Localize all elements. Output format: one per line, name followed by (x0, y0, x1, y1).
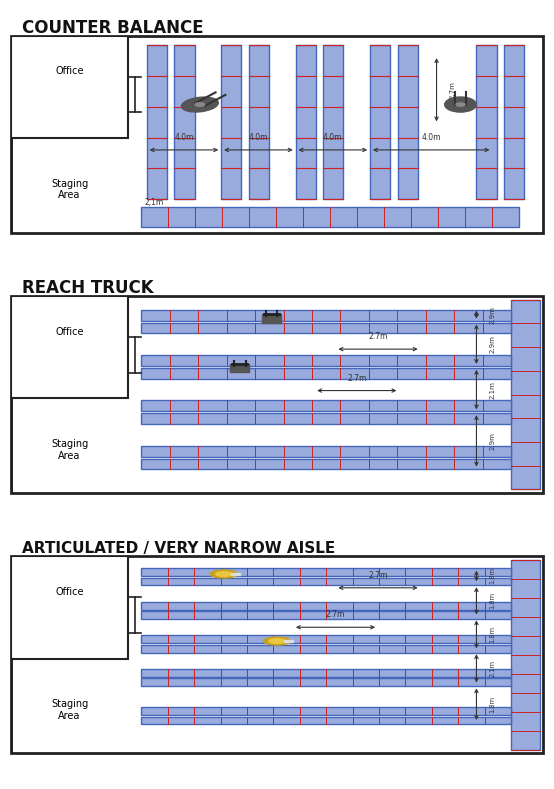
Ellipse shape (211, 570, 237, 578)
Bar (147, 45, 167, 200)
Bar (141, 645, 511, 653)
Bar (141, 611, 511, 619)
Bar (175, 45, 194, 200)
Text: Office: Office (55, 66, 84, 77)
Bar (11, 296, 128, 398)
Text: 4.0m: 4.0m (174, 133, 194, 142)
Bar (11, 556, 128, 659)
Text: Staging
Area: Staging Area (51, 439, 88, 461)
Text: 1.8m: 1.8m (490, 626, 496, 643)
Text: Staging
Area: Staging Area (51, 178, 88, 200)
Text: 2.1m: 2.1m (490, 660, 496, 677)
Text: 2,1m: 2,1m (144, 198, 163, 208)
Text: 1.8m: 1.8m (490, 567, 496, 585)
Text: 2.1m: 2.1m (490, 380, 496, 398)
Bar (141, 707, 511, 715)
Text: 2.9m: 2.9m (490, 305, 496, 323)
Ellipse shape (181, 97, 218, 112)
Bar (141, 207, 519, 227)
Text: 2.9m: 2.9m (490, 432, 496, 450)
Text: 2.7m: 2.7m (368, 571, 388, 580)
Text: Office: Office (55, 587, 84, 597)
Text: REACH TRUCK: REACH TRUCK (22, 279, 153, 297)
Bar (141, 679, 511, 686)
Ellipse shape (456, 103, 465, 107)
Bar (141, 310, 511, 320)
Ellipse shape (445, 97, 476, 112)
Ellipse shape (269, 639, 285, 643)
Ellipse shape (216, 572, 232, 576)
Bar (141, 578, 511, 585)
Bar (141, 601, 511, 609)
Bar (141, 323, 511, 334)
Ellipse shape (264, 637, 290, 645)
Bar (141, 401, 511, 411)
Bar (231, 573, 240, 575)
Bar (296, 45, 316, 200)
Bar (284, 640, 293, 642)
Bar (141, 669, 511, 677)
Bar (11, 36, 128, 138)
Bar (141, 413, 511, 424)
Text: 4.0m: 4.0m (422, 133, 441, 142)
Bar (324, 45, 343, 200)
Text: COUNTER BALANCE: COUNTER BALANCE (22, 19, 203, 36)
Bar (262, 314, 281, 323)
Bar (249, 45, 269, 200)
Bar (511, 560, 540, 750)
Text: Office: Office (55, 327, 84, 337)
Text: 2.9m: 2.9m (490, 335, 496, 353)
Bar (141, 446, 511, 457)
Bar (141, 635, 511, 643)
Bar (230, 364, 249, 372)
Text: 1.8m: 1.8m (490, 696, 496, 712)
Ellipse shape (195, 103, 204, 107)
Text: ARTICULATED / VERY NARROW AISLE: ARTICULATED / VERY NARROW AISLE (22, 540, 335, 556)
Bar (398, 45, 418, 200)
Bar (141, 716, 511, 724)
Bar (476, 45, 496, 200)
Text: Staging
Area: Staging Area (51, 699, 88, 721)
Bar (370, 45, 390, 200)
Text: 2.7m: 2.7m (326, 611, 345, 619)
Bar (141, 368, 511, 379)
Text: 2.7m: 2.7m (450, 80, 456, 99)
Text: 4.0m: 4.0m (323, 133, 342, 142)
Bar (141, 355, 511, 366)
Bar (141, 458, 511, 469)
Bar (511, 300, 540, 489)
Text: 1.8m: 1.8m (490, 593, 496, 609)
Bar (504, 45, 524, 200)
Text: 4.0m: 4.0m (249, 133, 268, 142)
Bar (141, 568, 511, 576)
Bar (221, 45, 242, 200)
Text: 2.7m: 2.7m (368, 332, 388, 341)
Text: 2.7m: 2.7m (347, 374, 366, 383)
